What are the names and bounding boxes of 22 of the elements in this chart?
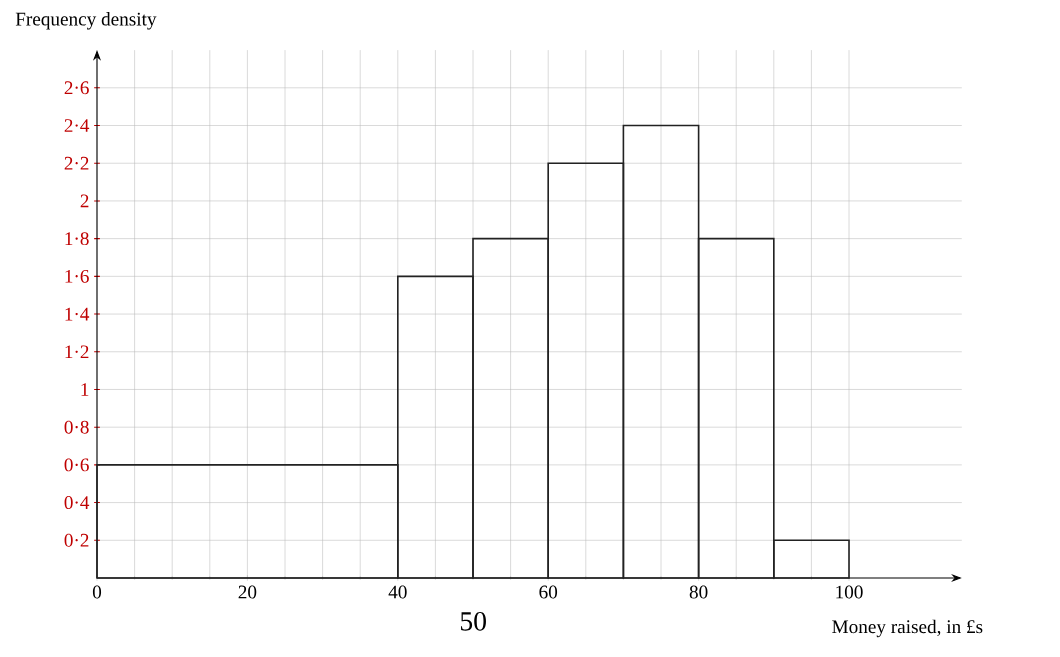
- y-axis-title: Frequency density: [15, 12, 157, 30]
- x-axis-title: Money raised, in £s: [832, 619, 983, 638]
- y-tick-label: 0·6: [64, 458, 89, 472]
- x-tick-label: 100: [836, 585, 863, 599]
- y-tick-label: 2·4: [64, 119, 90, 132]
- y-tick-label: 1·2: [65, 345, 89, 359]
- y-tick-label: 0·8: [64, 420, 89, 434]
- x-tick-label: 80: [689, 585, 708, 599]
- text: 50: [460, 612, 486, 631]
- y-tick-label: 1·6: [65, 269, 89, 283]
- y-tick-label: 1: [81, 383, 89, 396]
- y-tick-label: 0·4: [64, 496, 90, 510]
- y-tick-label: 1·4: [65, 307, 90, 321]
- y-tick-label: 2·2: [64, 156, 89, 170]
- x-tick-label: 60: [539, 585, 558, 599]
- y-tick-label: 1·8: [65, 232, 89, 246]
- x-tick-label: 0: [92, 585, 102, 599]
- y-tick-label: 0·2: [64, 533, 89, 547]
- x-tick-label: 40: [388, 585, 407, 599]
- y-tick-label: 2: [80, 194, 89, 208]
- y-tick-label: 2·6: [64, 81, 89, 95]
- x-tick-label: 20: [238, 585, 257, 599]
